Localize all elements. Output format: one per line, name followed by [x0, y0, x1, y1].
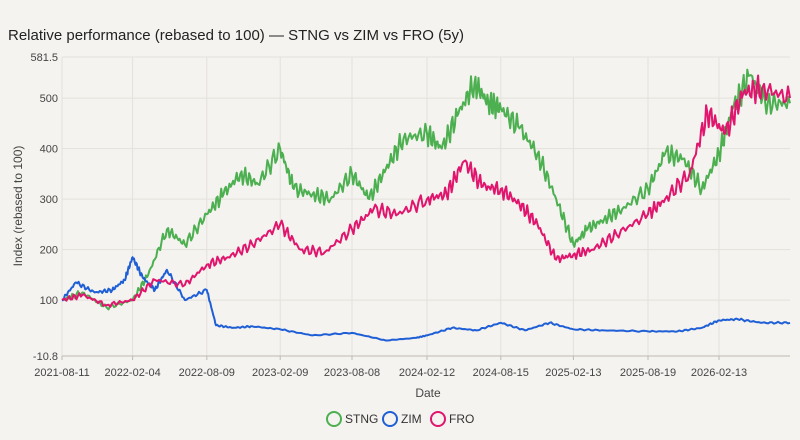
legend-label-zim: ZIM: [401, 412, 422, 426]
legend-label-stng: STNG: [345, 412, 378, 426]
y-axis-label: Index (rebased to 100): [11, 146, 25, 267]
chart-title: Relative performance (rebased to 100) — …: [8, 27, 464, 44]
x-tick-label: 2022-02-04: [104, 367, 160, 379]
y-tick-label: -10.8: [33, 351, 58, 363]
x-tick-label: 2025-02-13: [545, 367, 601, 379]
x-tick-label: 2022-08-09: [179, 367, 235, 379]
x-tick-label: 2023-08-08: [324, 367, 380, 379]
grid-layer: [61, 56, 790, 357]
x-tick-label: 2025-08-19: [620, 367, 676, 379]
legend-swatch-zim: [382, 411, 398, 427]
x-tick-label: 2021-08-11: [34, 367, 89, 379]
legend: STNG ZIM FRO: [326, 411, 474, 427]
y-tick-label: 200: [40, 245, 58, 257]
legend-label-fro: FRO: [449, 412, 474, 426]
legend-swatch-fro: [430, 411, 446, 427]
x-tick-label: 2024-08-15: [473, 367, 529, 379]
x-tick-label: 2023-02-09: [252, 367, 308, 379]
x-axis-label: Date: [415, 386, 441, 400]
y-tick-label: 400: [40, 144, 58, 156]
y-tick-label: 500: [40, 93, 58, 105]
series-line-stng: [61, 68, 791, 311]
y-tick-label: 100: [40, 295, 58, 307]
series-line-zim: [61, 256, 791, 342]
legend-swatch-stng: [326, 411, 342, 427]
x-tick-label: 2024-02-12: [399, 367, 455, 379]
series-layer: [61, 68, 791, 342]
x-tick-label: 2026-02-13: [691, 367, 747, 379]
axis-layer: 581.5 500 400 300 200 100 -10.8 2021-08-11 2022-…: [30, 52, 790, 379]
series-line-fro: [61, 74, 791, 308]
y-tick-label: 581.5: [30, 52, 58, 64]
y-tick-label: 300: [40, 194, 58, 206]
